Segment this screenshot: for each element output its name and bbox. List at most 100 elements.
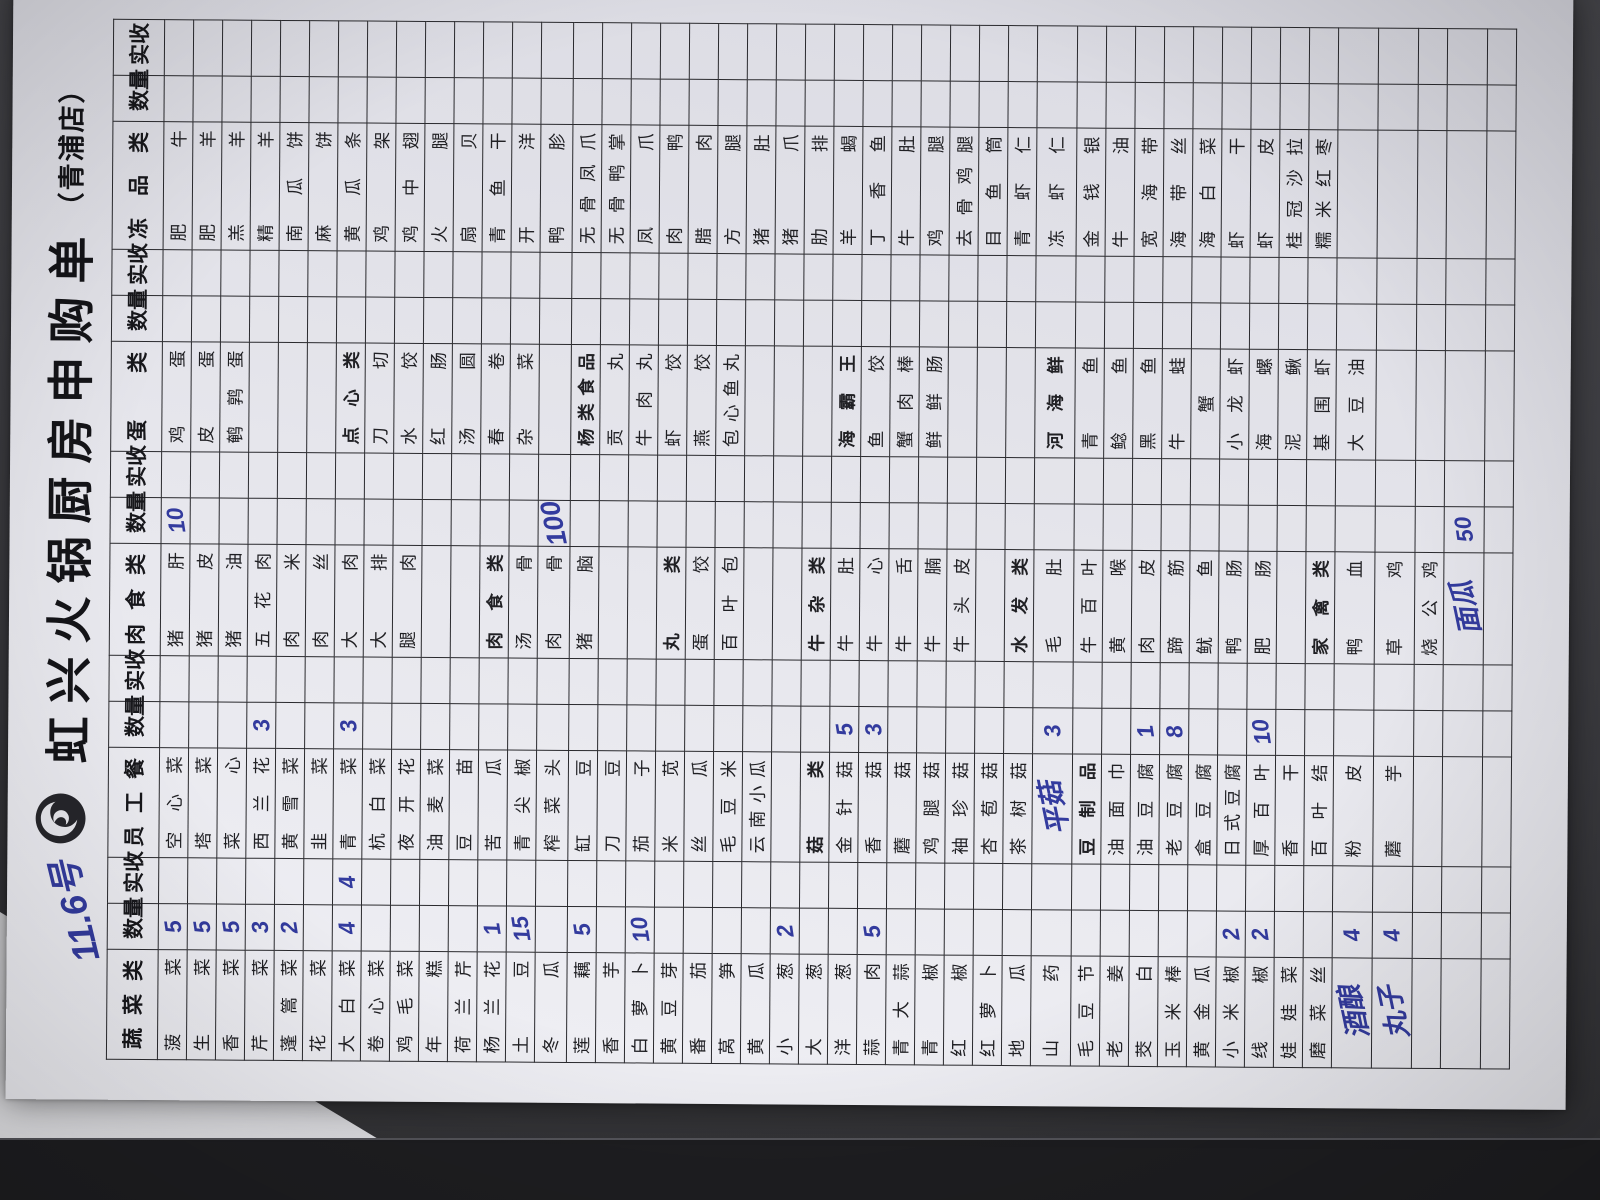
qty-cell: 3	[333, 702, 363, 750]
received-cell	[1104, 256, 1135, 303]
handwritten-item-cell: 平菇	[1031, 753, 1075, 864]
received-cell	[1217, 662, 1248, 710]
column-header: 实收	[113, 19, 165, 76]
received-cell	[1306, 459, 1336, 506]
qty-cell	[306, 498, 336, 545]
qty-cell	[1249, 303, 1279, 350]
item-cell: 麻饼	[308, 122, 338, 251]
item-cell: 茶树菇	[1002, 753, 1033, 864]
item-cell: 牛舌	[888, 548, 918, 661]
received-cell	[973, 863, 1003, 910]
item-cell: 毛肚	[1033, 549, 1074, 662]
received-cell	[510, 252, 541, 299]
form-title-line: 虹兴火锅厨房申购单 （青浦店）	[30, 74, 104, 763]
qty-cell	[803, 300, 833, 347]
qty-cell	[974, 707, 1004, 754]
received-cell	[1412, 866, 1442, 913]
qty-cell	[600, 298, 630, 345]
qty-cell	[1304, 709, 1334, 756]
received-cell	[1077, 25, 1107, 83]
item-cell: 河海鲜	[1034, 347, 1076, 458]
received-cell	[394, 251, 425, 298]
received-cell	[599, 454, 629, 501]
received-cell	[164, 19, 194, 76]
qty-cell: 50	[1443, 506, 1485, 553]
item-cell: 西兰花	[245, 748, 276, 859]
item-cell	[1417, 130, 1447, 259]
received-cell	[596, 860, 626, 907]
qty-cell: 5	[216, 904, 246, 951]
qty-cell	[656, 501, 687, 548]
item-cell: 鸡架	[366, 123, 396, 252]
qty-cell	[891, 80, 922, 127]
qty-cell	[391, 703, 421, 750]
qty-cell	[308, 76, 339, 123]
qty-cell	[861, 300, 891, 347]
qty-cell	[1307, 303, 1337, 350]
received-cell	[191, 249, 222, 297]
received-cell	[1006, 255, 1037, 302]
item-cell: 海白菜	[1192, 128, 1222, 258]
qty-cell	[1218, 504, 1249, 552]
item-cell: 油面巾	[1100, 754, 1131, 865]
qty-cell	[511, 78, 542, 125]
received-cell	[1071, 863, 1101, 911]
received-cell	[1251, 27, 1281, 84]
received-cell	[338, 20, 368, 78]
received-cell	[890, 254, 921, 301]
qty-cell	[746, 79, 777, 126]
qty-cell	[654, 907, 684, 954]
qty-cell	[1007, 81, 1038, 128]
received-cell	[425, 21, 455, 78]
received-cell	[1248, 459, 1278, 506]
received-cell	[597, 658, 628, 705]
item-cell: 方腿	[717, 125, 747, 254]
received-cell	[860, 456, 890, 503]
item-cell: 山药	[1030, 955, 1072, 1066]
qty-cell	[890, 300, 920, 347]
qty-cell	[1305, 505, 1336, 552]
received-cell	[886, 862, 916, 909]
item-cell: 黄豆芽	[653, 953, 684, 1064]
item-cell: 基围虾	[1306, 349, 1337, 460]
received-cell	[451, 453, 481, 500]
item-cell	[1481, 756, 1512, 868]
qty-cell	[1104, 302, 1134, 349]
received-cell	[567, 860, 597, 907]
handwritten-item-cell: 丸子	[1371, 958, 1414, 1069]
qty-cell	[1191, 302, 1221, 350]
qty-cell	[1334, 505, 1376, 553]
received-cell	[1445, 258, 1487, 305]
item-cell	[1483, 552, 1513, 666]
received-cell	[248, 452, 278, 499]
received-cell	[863, 24, 893, 81]
qty-cell	[217, 702, 247, 749]
received-cell	[303, 858, 333, 905]
qty-cell	[743, 501, 774, 548]
item-cell: 小葱	[769, 953, 800, 1065]
item-cell: 年糕	[418, 951, 449, 1062]
item-cell: 鸡蛋	[161, 341, 192, 452]
item-cell: 大豆油	[1335, 349, 1377, 461]
item-cell: 丸类	[656, 547, 686, 660]
item-cell: 空心菜	[158, 747, 189, 858]
received-cell	[1487, 28, 1517, 86]
received-cell	[162, 249, 193, 296]
received-cell	[1274, 865, 1304, 912]
received-cell	[193, 19, 223, 77]
item-cell: 鲜鲜肠	[918, 346, 949, 458]
item-cell: 香芋	[595, 952, 626, 1063]
item-cell: 生菜	[186, 949, 217, 1061]
item-cell	[248, 342, 279, 453]
item-cell: 云南小瓜	[741, 751, 772, 862]
received-cell	[480, 453, 510, 501]
qty-cell	[278, 296, 308, 343]
qty-cell	[1445, 304, 1486, 351]
qty-cell	[945, 707, 975, 754]
item-cell: 宽海带	[1134, 128, 1164, 257]
qty-cell	[597, 704, 627, 751]
item-cell: 百叶包	[714, 547, 744, 660]
column-header: 蛋类	[110, 341, 163, 452]
received-cell	[832, 254, 863, 301]
received-cell	[800, 660, 831, 707]
